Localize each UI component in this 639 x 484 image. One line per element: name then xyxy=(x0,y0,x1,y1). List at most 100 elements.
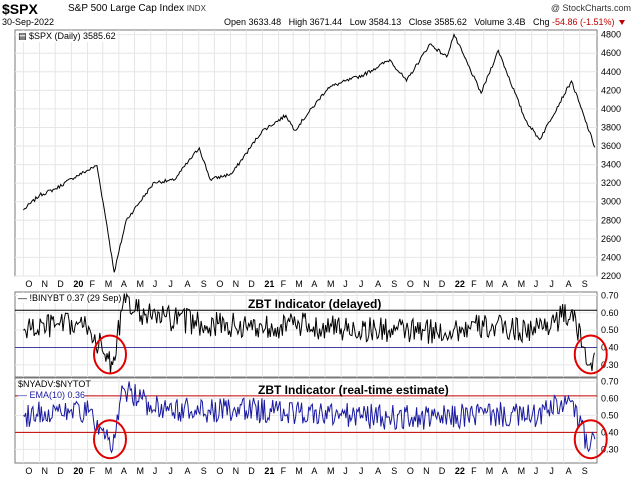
ticker-symbol: $SPX xyxy=(2,1,38,17)
y-tick-label: 4200 xyxy=(601,85,621,95)
x-tick-label: J xyxy=(153,466,158,476)
y-tick-label: 4600 xyxy=(601,48,621,58)
zbt-realtime-title: ZBT Indicator (real-time estimate) xyxy=(258,383,449,397)
y-tick-label: 0.50 xyxy=(601,410,619,420)
y-tick-label: 0.30 xyxy=(601,360,619,370)
zbt-delayed-legend-swatch: — xyxy=(18,293,27,303)
zbt-delayed-title: ZBT Indicator (delayed) xyxy=(248,297,382,311)
x-tick-label: M xyxy=(295,279,303,289)
y-tick-label: 4400 xyxy=(601,67,621,77)
index-description: S&P 500 Large Cap Index INDX xyxy=(68,3,206,14)
price-legend: ▤ $SPX (Daily) 3585.62 xyxy=(18,31,116,42)
x-tick-label: M xyxy=(518,466,526,476)
x-tick-label: J xyxy=(534,466,539,476)
quote-date: 30-Sep-2022 xyxy=(2,17,55,27)
series-line-2 xyxy=(23,292,595,374)
change-value: -54.86 (-1.51%) xyxy=(552,17,615,27)
highlight-circle xyxy=(92,334,127,375)
y-tick-label: 2600 xyxy=(601,234,621,244)
x-tick-label: 22 xyxy=(455,466,465,476)
highlight-circle xyxy=(573,419,608,460)
x-tick-label: M xyxy=(105,466,113,476)
open-value: 3633.48 xyxy=(248,17,282,27)
x-tick-label: N xyxy=(233,279,240,289)
y-tick-label: 0.60 xyxy=(601,308,619,318)
x-tick-label: S xyxy=(391,279,397,289)
volume-value: 3.4B xyxy=(506,17,526,27)
y-tick-label: 0.30 xyxy=(601,444,619,454)
y-tick-label: 3000 xyxy=(601,197,621,207)
x-tick-label: S xyxy=(391,466,397,476)
zbt-realtime-legend-swatch: — xyxy=(18,390,27,400)
x-tick-label: O xyxy=(407,466,414,476)
x-tick-label: S xyxy=(201,466,207,476)
x-tick-label: 20 xyxy=(73,279,83,289)
x-tick-label: M xyxy=(518,279,526,289)
y-tick-label: 4800 xyxy=(601,30,621,40)
low-label: Low xyxy=(349,17,367,27)
x-tick-label: 21 xyxy=(264,279,274,289)
close-value: 3585.62 xyxy=(434,17,467,27)
y-tick-label: 0.70 xyxy=(601,376,619,386)
y-tick-label: 3800 xyxy=(601,122,621,132)
x-tick-label: A xyxy=(311,466,317,476)
x-tick-label: O xyxy=(216,279,223,289)
index-name: S&P 500 Large Cap Index xyxy=(68,3,185,14)
low-value: 3584.13 xyxy=(368,17,402,27)
x-tick-label: M xyxy=(105,279,113,289)
x-tick-label: J xyxy=(153,279,158,289)
x-tick-label: J xyxy=(343,466,348,476)
x-tick-label: M xyxy=(486,466,494,476)
x-tick-label: J xyxy=(359,279,364,289)
x-tick-label: A xyxy=(185,466,191,476)
x-tick-label: A xyxy=(566,279,572,289)
y-tick-label: 0.40 xyxy=(601,427,619,437)
x-tick-label: J xyxy=(549,279,554,289)
highlight-circle xyxy=(573,334,608,375)
x-tick-label: 20 xyxy=(73,466,83,476)
open-label: Open xyxy=(224,17,247,27)
x-tick-label: M xyxy=(327,279,335,289)
y-tick-label: 2200 xyxy=(601,271,621,281)
zbt-realtime-legend-ratio: $NYADV:$NYTOT xyxy=(18,379,91,389)
x-tick-label: A xyxy=(185,279,191,289)
change-label: Chg xyxy=(532,17,550,27)
x-tick-label: A xyxy=(311,279,317,289)
x-tick-label: N xyxy=(233,466,240,476)
zbt-realtime-legend-text: EMA(10) 0.36 xyxy=(29,390,86,400)
x-tick-label: A xyxy=(121,279,127,289)
x-tick-label: M xyxy=(137,466,145,476)
x-tick-label: 22 xyxy=(455,279,465,289)
zbt-delayed-legend-text: !BINYBT 0.37 (29 Sep) xyxy=(29,293,122,303)
x-tick-label: D xyxy=(248,279,255,289)
zbt-realtime-legend-ema: — EMA(10) 0.36 xyxy=(18,390,86,400)
down-arrow-icon xyxy=(619,20,626,25)
chart-header: $SPX S&P 500 Large Cap Index INDX @ Stoc… xyxy=(0,0,639,30)
x-tick-label: M xyxy=(486,279,494,289)
y-tick-label: 0.60 xyxy=(601,393,619,403)
x-tick-label: D xyxy=(248,466,255,476)
x-tick-label: O xyxy=(25,466,32,476)
y-tick-label: 3600 xyxy=(601,141,621,151)
x-tick-label: A xyxy=(566,466,572,476)
price-legend-icon: ▤ xyxy=(18,31,27,41)
x-tick-label: J xyxy=(168,466,173,476)
x-tick-label: M xyxy=(295,466,303,476)
ohlc-readout: Open 3633.48 High 3671.44 Low 3584.13 Cl… xyxy=(219,17,626,27)
x-tick-label: S xyxy=(582,466,588,476)
x-tick-label: F xyxy=(471,279,477,289)
x-tick-label: F xyxy=(90,279,96,289)
y-tick-label: 2800 xyxy=(601,215,621,225)
x-tick-label: N xyxy=(423,466,430,476)
y-tick-label: 3400 xyxy=(601,160,621,170)
highlight-circle xyxy=(92,419,127,460)
x-tick-label: D xyxy=(439,466,446,476)
x-tick-label: M xyxy=(327,466,335,476)
x-tick-label: A xyxy=(375,279,381,289)
x-tick-label: O xyxy=(25,279,32,289)
x-tick-label: F xyxy=(90,466,96,476)
y-tick-label: 0.70 xyxy=(601,290,619,300)
x-tick-label: A xyxy=(121,466,127,476)
x-tick-label: D xyxy=(57,466,64,476)
